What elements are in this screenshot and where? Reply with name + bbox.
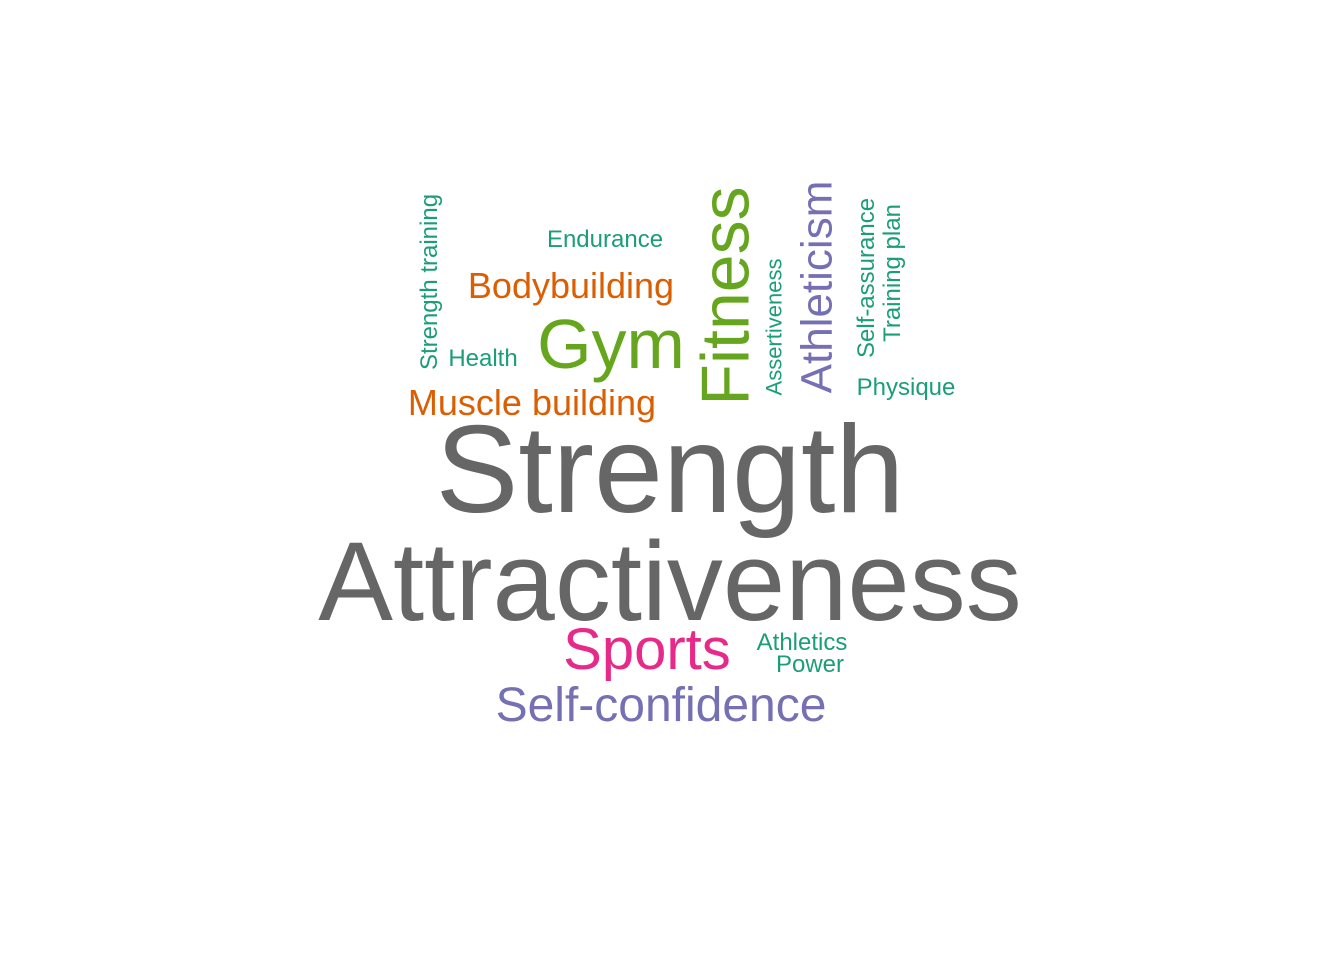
word-power: Power — [775, 651, 845, 678]
word-gym: Gym — [537, 305, 685, 383]
word-physique: Physique — [856, 374, 956, 401]
word-sports: Sports — [563, 617, 731, 682]
word-strength: Strength — [435, 401, 905, 539]
word-self-assurance: Self-assurance — [852, 197, 880, 359]
word-athletics: Athletics — [756, 629, 848, 656]
word-assertiveness: Assertiveness — [760, 258, 786, 396]
word-muscle-building: Muscle building — [407, 382, 657, 423]
word-athleticism: Athleticism — [792, 180, 841, 394]
word-attractiveness: Attractiveness — [318, 519, 1022, 644]
word-strength-training: Strength training — [415, 193, 443, 371]
word-self-confidence: Self-confidence — [495, 679, 827, 732]
word-endurance: Endurance — [546, 226, 664, 253]
word-bodybuilding: Bodybuilding — [467, 265, 675, 306]
word-training-plan: Training plan — [878, 204, 906, 342]
word-fitness: Fitness — [688, 186, 764, 406]
word-health: Health — [448, 345, 518, 372]
